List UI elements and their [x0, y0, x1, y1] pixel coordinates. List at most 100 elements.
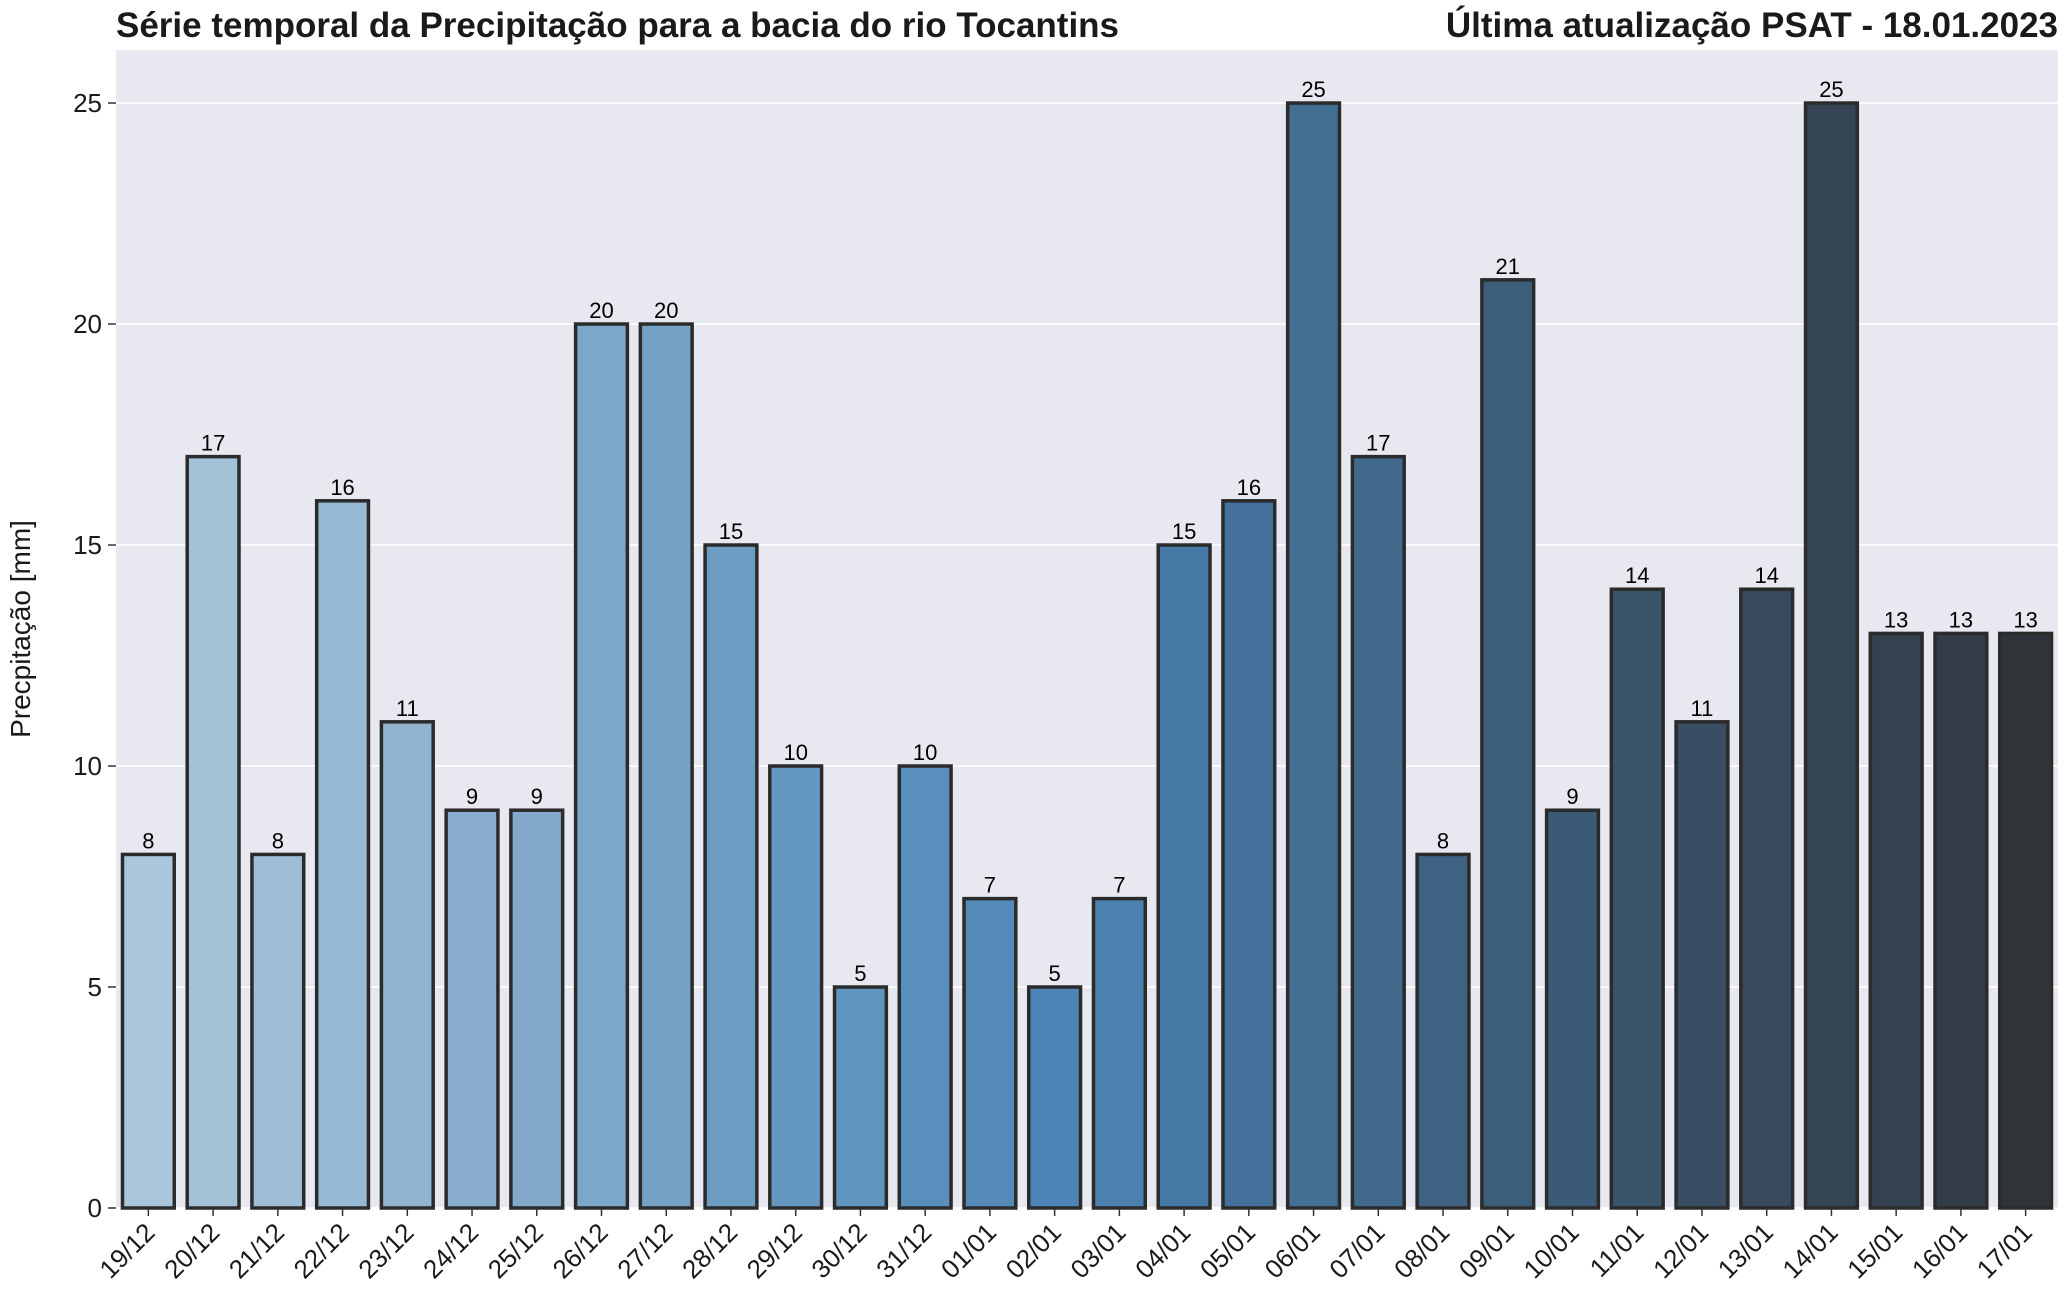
bar — [1674, 720, 1730, 1210]
bar — [1739, 587, 1795, 1210]
y-tick-label: 10 — [73, 751, 102, 781]
bar — [1285, 101, 1342, 1210]
data-label: 7 — [1113, 873, 1125, 898]
data-label: 13 — [1949, 607, 1973, 632]
data-label: 14 — [1754, 563, 1778, 588]
y-tick-label: 0 — [88, 1193, 102, 1223]
data-label: 9 — [531, 784, 543, 809]
bar — [962, 896, 1018, 1210]
data-label: 11 — [1691, 696, 1714, 721]
bar — [1480, 278, 1536, 1210]
data-label: 10 — [783, 740, 807, 765]
bar — [638, 322, 694, 1210]
bar — [314, 499, 371, 1210]
x-tick-label: 07/01 — [1323, 1217, 1390, 1284]
x-tick-label: 27/12 — [611, 1217, 678, 1284]
x-tick-label: 30/12 — [805, 1217, 872, 1284]
x-tick-label: 22/12 — [288, 1217, 355, 1284]
bar — [379, 720, 435, 1210]
data-label: 9 — [466, 784, 478, 809]
data-label: 17 — [1366, 431, 1390, 456]
x-tick-label: 09/01 — [1453, 1217, 1520, 1284]
chart-title: Série temporal da Precipitação para a ba… — [116, 6, 1120, 45]
data-label: 15 — [719, 519, 743, 544]
bar — [1221, 499, 1277, 1210]
plot-area — [116, 50, 2058, 1208]
data-label: 11 — [396, 696, 419, 721]
bar — [832, 985, 889, 1210]
data-label: 15 — [1172, 519, 1196, 544]
bar — [1415, 852, 1471, 1210]
data-label: 17 — [201, 431, 225, 456]
x-tick-label: 31/12 — [870, 1217, 937, 1284]
y-tick-label: 15 — [73, 530, 102, 560]
x-tick-label: 15/01 — [1841, 1217, 1908, 1284]
bar — [897, 764, 953, 1210]
x-tick-label: 24/12 — [417, 1217, 484, 1284]
data-label: 25 — [1301, 77, 1325, 102]
x-tick-label: 10/01 — [1518, 1217, 1585, 1284]
data-label: 5 — [854, 961, 866, 986]
x-tick-label: 12/01 — [1647, 1217, 1714, 1284]
chart-subtitle: Última atualização PSAT - 18.01.2023 — [1445, 6, 2058, 45]
x-tick-label: 08/01 — [1388, 1217, 1455, 1284]
x-tick-label: 26/12 — [547, 1217, 614, 1284]
x-tick-label: 13/01 — [1712, 1217, 1779, 1284]
bar — [1091, 896, 1148, 1210]
data-label: 7 — [984, 873, 996, 898]
y-tick-label: 20 — [73, 309, 102, 339]
bar — [250, 852, 306, 1210]
bar — [120, 852, 177, 1210]
bar — [1544, 808, 1601, 1210]
x-tick-label: 28/12 — [676, 1217, 743, 1284]
y-tick-label: 5 — [88, 972, 102, 1002]
x-tick-label: 06/01 — [1259, 1217, 1326, 1284]
x-tick-label: 21/12 — [223, 1217, 290, 1284]
data-label: 13 — [2013, 607, 2037, 632]
bar — [185, 454, 241, 1210]
x-tick-label: 01/01 — [935, 1217, 1002, 1284]
data-label: 14 — [1625, 563, 1649, 588]
bar — [703, 543, 759, 1210]
x-tick-label: 02/01 — [1000, 1217, 1067, 1284]
bar — [444, 808, 500, 1210]
data-label: 20 — [589, 298, 613, 323]
data-label: 9 — [1566, 784, 1578, 809]
data-label: 8 — [142, 828, 154, 853]
bar — [1350, 454, 1406, 1210]
data-label: 8 — [272, 828, 284, 853]
bar — [1868, 631, 1924, 1210]
x-tick-label: 14/01 — [1776, 1217, 1843, 1284]
x-tick-label: 05/01 — [1194, 1217, 1261, 1284]
bar — [1026, 985, 1083, 1210]
x-tick-label: 04/01 — [1129, 1217, 1196, 1284]
data-label: 25 — [1819, 77, 1843, 102]
x-tick-label: 11/01 — [1584, 1217, 1650, 1283]
data-label: 16 — [330, 475, 354, 500]
data-label: 8 — [1437, 828, 1449, 853]
x-tick-label: 29/12 — [741, 1217, 808, 1284]
bar — [1609, 587, 1665, 1210]
data-label: 5 — [1049, 961, 1061, 986]
x-tick-label: 23/12 — [352, 1217, 419, 1284]
x-tick-label: 19/12 — [93, 1217, 160, 1284]
bar — [1156, 543, 1212, 1210]
x-tick-label: 20/12 — [158, 1217, 225, 1284]
data-label: 16 — [1237, 475, 1261, 500]
data-label: 10 — [913, 740, 937, 765]
y-axis-label: Precpitação [mm] — [5, 520, 36, 738]
x-tick-label: 03/01 — [1064, 1217, 1131, 1284]
data-label: 13 — [1884, 607, 1908, 632]
bar — [509, 808, 565, 1210]
bar — [573, 322, 630, 1210]
bar — [1803, 101, 1860, 1210]
x-tick-label: 16/01 — [1906, 1217, 1973, 1284]
x-tick-label: 25/12 — [482, 1217, 549, 1284]
x-tick-label: 17/01 — [1971, 1217, 2038, 1284]
data-label: 20 — [654, 298, 678, 323]
y-tick-label: 25 — [73, 88, 102, 118]
bar — [1933, 631, 1989, 1210]
bar — [768, 764, 824, 1210]
